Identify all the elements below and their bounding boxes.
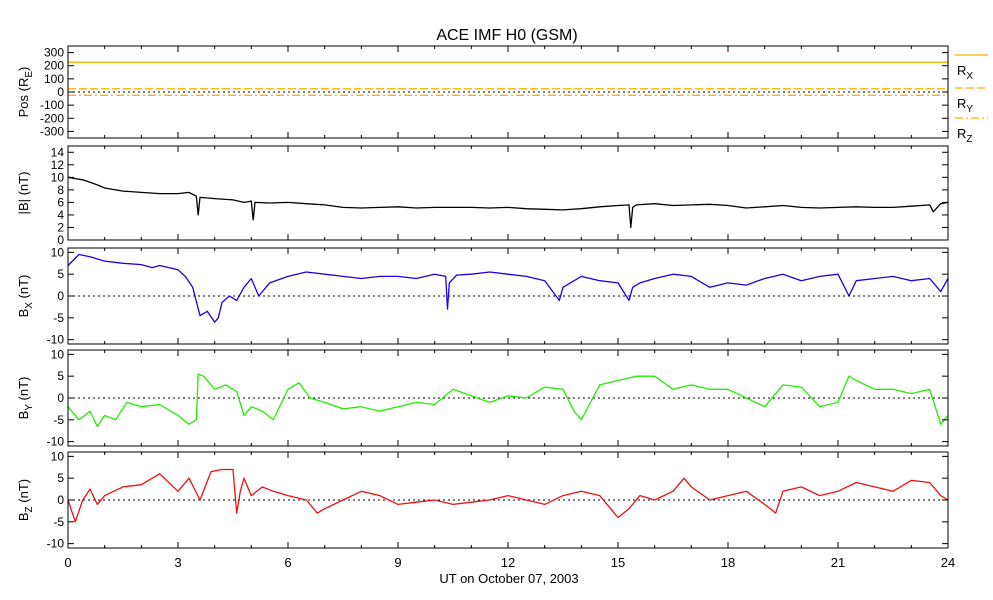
y-axis-label-tail-pos: ) xyxy=(16,67,31,71)
y-tick-label-by-1: 5 xyxy=(57,369,64,383)
y-axis-label-sub-bz: Z xyxy=(24,506,35,512)
y-axis-label-tail-bx: (nT) xyxy=(16,275,31,302)
x-tick-label-8: 24 xyxy=(941,555,955,570)
x-tick-label-4: 12 xyxy=(501,555,515,570)
y-axis-label-main-by: B xyxy=(16,411,31,420)
y-tick-label-bz-2: 0 xyxy=(57,493,64,507)
x-axis-label: UT on October 07, 2003 xyxy=(439,571,578,586)
y-axis-label-sub-pos: E xyxy=(24,71,35,78)
chart-title: ACE IMF H0 (GSM) xyxy=(436,27,577,44)
x-tick-label-0: 0 xyxy=(64,555,71,570)
y-tick-label-bmag-1: 12 xyxy=(51,158,65,172)
series-line-bx-0 xyxy=(67,253,949,323)
y-axis-label-tail-bz: (nT) xyxy=(16,479,31,506)
y-tick-label-by-0: 10 xyxy=(51,347,65,361)
legend-label-main-0: R xyxy=(957,63,966,78)
y-tick-label-pos-0: 300 xyxy=(44,46,64,60)
y-tick-label-bz-1: 5 xyxy=(57,471,64,485)
legend-label-1: RY xyxy=(957,96,973,115)
y-tick-label-bmag-3: 8 xyxy=(57,183,64,197)
y-tick-label-bx-4: -10 xyxy=(47,333,65,347)
y-tick-label-bmag-6: 2 xyxy=(57,220,64,234)
legend-label-main-2: R xyxy=(957,126,966,141)
y-tick-label-by-4: -10 xyxy=(47,435,65,449)
legend-label-sub-1: Y xyxy=(966,104,973,115)
y-tick-label-bmag-2: 10 xyxy=(51,170,65,184)
y-tick-label-bmag-7: 0 xyxy=(57,233,64,247)
x-axis: 0 3 6 9 12 15 18 21 24 xyxy=(64,555,955,570)
y-tick-label-pos-4: -100 xyxy=(40,98,64,112)
y-tick-label-bx-1: 5 xyxy=(57,267,64,281)
y-tick-label-by-3: -5 xyxy=(53,413,64,427)
panel-bz: 10 5 0 -5 -10 BZ (nT) xyxy=(16,449,949,551)
panel-frame-bmag xyxy=(67,145,949,241)
series-line-bz-0 xyxy=(67,468,949,523)
x-tick-label-1: 3 xyxy=(174,555,181,570)
y-tick-label-bmag-4: 6 xyxy=(57,195,64,209)
panel-by: 10 5 0 -5 -10 BY (nT) xyxy=(16,347,949,449)
y-axis-label-main-bx: B xyxy=(16,309,31,318)
y-tick-label-pos-3: 0 xyxy=(57,85,64,99)
panel-bx: 10 5 0 -5 -10 BX (nT) xyxy=(16,245,949,347)
y-tick-label-bz-4: -10 xyxy=(47,537,65,551)
legend-label-main-1: R xyxy=(957,96,966,111)
y-axis-label-main-bz: B xyxy=(16,512,31,521)
y-tick-label-pos-1: 200 xyxy=(44,59,64,73)
y-axis-label-bx: BX (nT) xyxy=(16,275,35,318)
y-axis-label-tail-by: (nT) xyxy=(16,377,31,404)
y-axis-label-sub-bx: X xyxy=(24,302,35,309)
y-tick-label-bx-2: 0 xyxy=(57,289,64,303)
y-tick-label-pos-2: 100 xyxy=(44,72,64,86)
legend-label-0: RX xyxy=(957,63,973,82)
y-axis-label-sub-by: Y xyxy=(24,404,35,411)
y-axis-label-by: BY (nT) xyxy=(16,377,35,420)
legend-label-2: RZ xyxy=(957,126,973,145)
y-tick-label-bx-0: 10 xyxy=(51,245,65,259)
series-line-bmag-0 xyxy=(67,176,949,229)
y-tick-label-bz-3: -5 xyxy=(53,515,64,529)
legend-label-sub-0: X xyxy=(966,71,973,82)
x-tick-label-2: 6 xyxy=(284,555,291,570)
y-axis-label-bz: BZ (nT) xyxy=(16,479,35,521)
y-axis-label-bmag: |B| (nT) xyxy=(16,172,31,215)
series-line-by-0 xyxy=(67,373,949,428)
x-tick-label-6: 18 xyxy=(721,555,735,570)
y-tick-label-pos-5: -200 xyxy=(40,111,64,125)
y-tick-label-bx-3: -5 xyxy=(53,311,64,325)
x-tick-label-7: 21 xyxy=(831,555,845,570)
y-axis-label-pos: Pos (RE) xyxy=(16,67,35,118)
y-tick-label-bmag-0: 14 xyxy=(51,145,65,159)
y-axis-label-main-bmag: |B| (nT) xyxy=(16,172,31,215)
x-tick-label-5: 15 xyxy=(611,555,625,570)
y-axis-label-main-pos: Pos (R xyxy=(16,78,31,118)
y-tick-label-bz-0: 10 xyxy=(51,449,65,463)
x-tick-label-3: 9 xyxy=(394,555,401,570)
y-tick-label-pos-6: -300 xyxy=(40,124,64,138)
y-tick-label-by-2: 0 xyxy=(57,391,64,405)
y-tick-label-bmag-5: 4 xyxy=(57,208,64,222)
legend-label-sub-2: Z xyxy=(966,134,972,145)
